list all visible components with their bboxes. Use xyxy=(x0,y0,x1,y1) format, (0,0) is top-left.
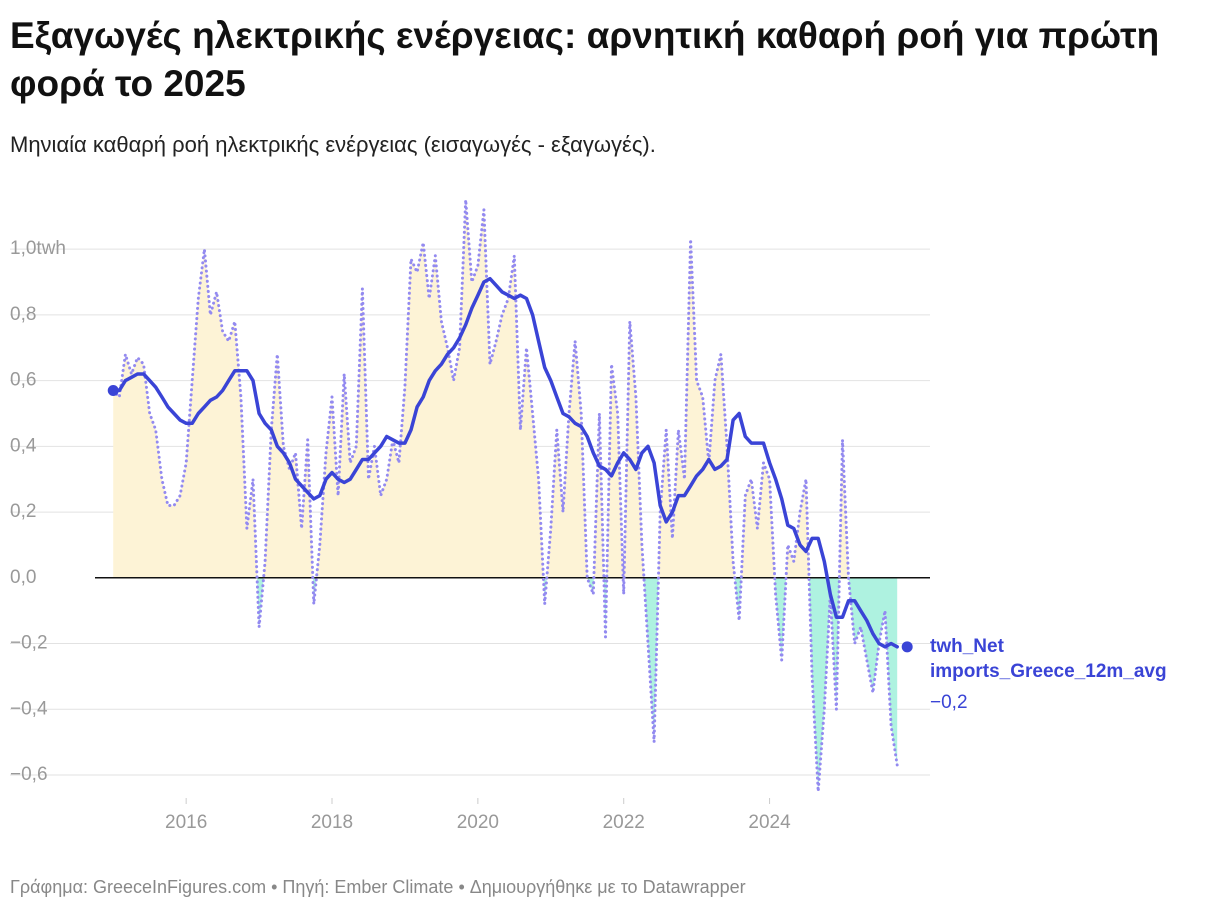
end-value-label: −0,2 xyxy=(930,692,968,713)
avg-line xyxy=(111,276,899,649)
y-tick-label: 0,6 xyxy=(10,370,36,391)
start-dot xyxy=(107,384,119,396)
area-positive xyxy=(113,199,898,578)
y-tick-label: −0,6 xyxy=(10,764,48,785)
y-tick-label: 0,2 xyxy=(10,501,36,522)
monthly-line xyxy=(111,198,899,793)
y-tick-label: 1,0twh xyxy=(10,238,66,259)
end-dot xyxy=(901,641,913,653)
y-tick-label: 0,0 xyxy=(10,567,36,588)
y-tick-label: 0,4 xyxy=(10,435,37,456)
chart-subtitle: Μηνιαία καθαρή ροή ηλεκτρικής ενέργειας … xyxy=(10,132,656,157)
footer: Γράφημα: GreeceInFigures.com • Πηγή: Emb… xyxy=(10,877,746,897)
x-tick-label: 2022 xyxy=(603,812,645,833)
x-tick-label: 2016 xyxy=(165,812,207,833)
y-tick-label: −0,2 xyxy=(10,633,48,654)
legend-label: twh_Net imports_Greece_12m_avg xyxy=(930,636,1167,682)
x-tick-label: 2018 xyxy=(311,812,353,833)
x-tick-label: 2020 xyxy=(457,812,499,833)
y-tick-label: 0,8 xyxy=(10,304,36,325)
x-tick-label: 2024 xyxy=(748,812,791,833)
y-tick-label: −0,4 xyxy=(10,698,48,719)
chart-title: Εξαγωγές ηλεκτρικής ενέργειας: αρνητική … xyxy=(10,15,1160,104)
